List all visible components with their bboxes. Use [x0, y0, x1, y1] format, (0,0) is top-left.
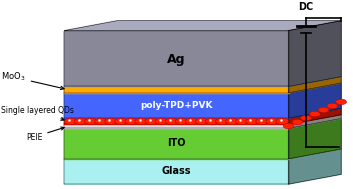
- Circle shape: [276, 118, 288, 125]
- Circle shape: [216, 118, 228, 125]
- Polygon shape: [288, 108, 341, 124]
- Polygon shape: [65, 149, 341, 159]
- Circle shape: [135, 118, 148, 125]
- Circle shape: [205, 118, 218, 125]
- Circle shape: [266, 118, 279, 125]
- Text: ITO: ITO: [167, 139, 186, 149]
- Circle shape: [165, 118, 178, 125]
- Polygon shape: [288, 119, 341, 159]
- Text: Ag: Ag: [167, 53, 186, 66]
- Circle shape: [105, 118, 117, 125]
- Circle shape: [155, 118, 168, 125]
- Polygon shape: [65, 118, 288, 124]
- Circle shape: [327, 103, 338, 109]
- Polygon shape: [65, 159, 288, 184]
- Polygon shape: [288, 149, 341, 184]
- Text: Single layered QDs: Single layered QDs: [1, 106, 74, 120]
- Circle shape: [336, 99, 346, 105]
- Circle shape: [318, 107, 329, 113]
- Text: PEIE: PEIE: [26, 127, 64, 142]
- Circle shape: [74, 118, 87, 125]
- Circle shape: [256, 118, 268, 125]
- Circle shape: [85, 118, 97, 125]
- Polygon shape: [65, 31, 288, 86]
- Polygon shape: [65, 119, 341, 128]
- Text: MoO$_3$: MoO$_3$: [1, 71, 64, 90]
- Circle shape: [283, 123, 294, 129]
- Circle shape: [95, 118, 107, 125]
- Text: DC: DC: [298, 2, 314, 12]
- Circle shape: [310, 111, 320, 117]
- Circle shape: [246, 118, 258, 125]
- Text: poly-TPD+PVK: poly-TPD+PVK: [140, 101, 213, 110]
- Circle shape: [115, 118, 127, 125]
- Polygon shape: [65, 124, 288, 128]
- Polygon shape: [65, 115, 341, 124]
- Polygon shape: [65, 83, 341, 93]
- Polygon shape: [65, 86, 288, 93]
- Circle shape: [175, 118, 188, 125]
- Polygon shape: [288, 77, 341, 93]
- Circle shape: [292, 119, 303, 125]
- Polygon shape: [65, 93, 288, 118]
- Polygon shape: [65, 128, 288, 159]
- Circle shape: [65, 118, 77, 125]
- Polygon shape: [65, 77, 341, 86]
- Polygon shape: [65, 108, 341, 118]
- Circle shape: [301, 115, 311, 121]
- Circle shape: [125, 118, 137, 125]
- Text: Glass: Glass: [162, 166, 191, 176]
- Polygon shape: [288, 115, 341, 128]
- Circle shape: [236, 118, 248, 125]
- Circle shape: [195, 118, 208, 125]
- Polygon shape: [65, 21, 341, 31]
- Polygon shape: [288, 83, 341, 118]
- Circle shape: [145, 118, 158, 125]
- Polygon shape: [288, 21, 341, 86]
- Circle shape: [226, 118, 238, 125]
- Circle shape: [185, 118, 198, 125]
